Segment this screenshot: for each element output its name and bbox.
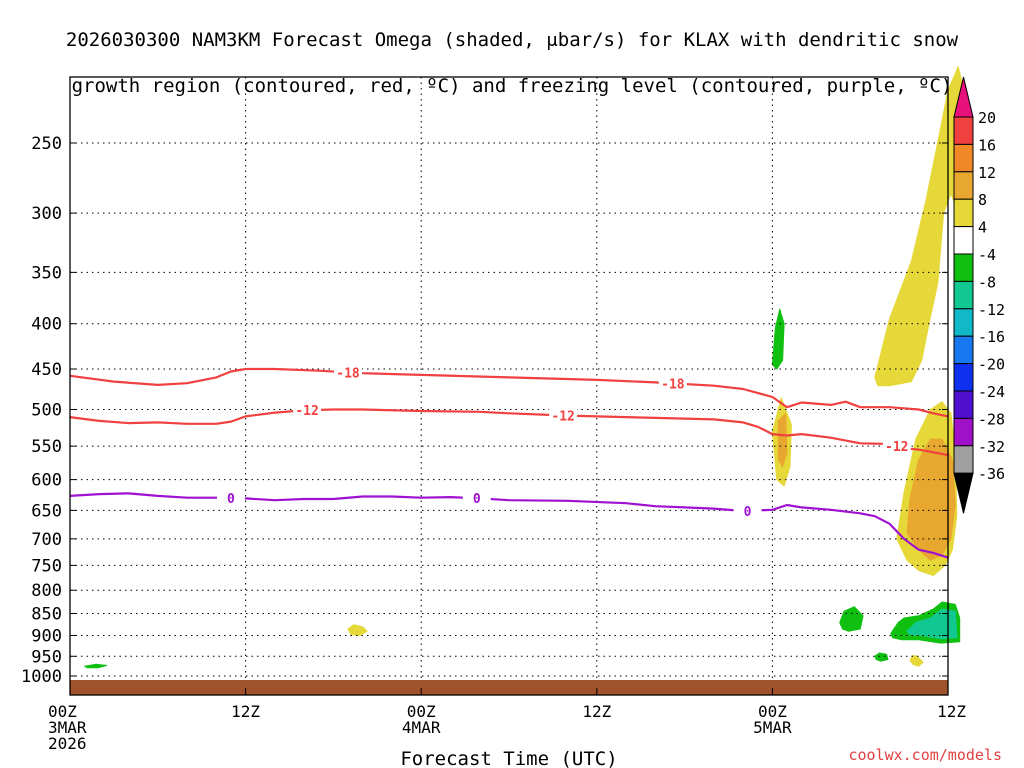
contour-label-bg [216,490,245,507]
contour-label--12-1: -12 [551,409,574,424]
ytick-label-250: 250 [31,134,62,154]
omega-region-6 [909,655,924,667]
colorbar-bin-1 [953,143,974,173]
omega-region-2 [777,412,788,468]
colorbar-bin-10 [953,390,974,419]
contour-label-0-1: 0 [473,492,481,507]
contour-label--18-0: -18 [336,366,360,381]
xtick-label-12-0: 12Z [231,702,260,721]
colorbar-label-12: -32 [978,438,1005,456]
xtick-label-0-2: 2026 [48,734,87,753]
xtick-label-48-1: 5MAR [753,718,792,737]
colorbar-bin-0 [953,116,974,145]
colorbar-label-4: 4 [978,219,987,237]
colorbar-bin-bottom [953,472,974,514]
ytick-label-450: 450 [31,360,62,380]
colorbar-bin-3 [953,198,974,228]
ytick-label-300: 300 [31,204,62,224]
colorbar-label-2: 12 [978,164,996,182]
contour-label-bg [334,364,363,381]
ytick-label-950: 950 [31,647,62,667]
ytick-label-650: 650 [31,501,62,521]
colorbar-bin-4 [953,226,974,255]
colorbar-bin-2 [953,171,974,200]
pressure-gridlines [69,77,949,695]
contour-label-0-2: 0 [744,505,752,520]
colorbar-label-6: -8 [978,273,996,291]
omega-region-0 [874,66,968,387]
colorbar-bin-12 [953,445,974,474]
omega-region-4 [906,438,956,561]
colorbar-bin-6 [953,280,974,310]
omega-region-12 [84,663,108,669]
contour-label--18-1: -18 [661,377,685,392]
contour-label-bg [293,402,322,419]
ytick-label-550: 550 [31,437,62,457]
xtick-label-0-0: 00Z [48,702,77,721]
colorbar-label-0: 20 [978,109,996,127]
contour-label-0-0: 0 [227,492,235,507]
colorbar-bin-11 [953,417,974,447]
contour-line-0 [69,492,949,559]
colorbar-bin-7 [953,308,974,337]
colorbar-label-7: -12 [978,301,1005,319]
colorbar-label-5: -4 [978,246,996,264]
ytick-label-600: 600 [31,471,62,491]
omega-region-7 [771,308,785,370]
contour-label-bg [462,490,491,507]
xtick-label-48-0: 00Z [758,702,787,721]
contour-label-bg [549,407,578,424]
colorbar-label-1: 16 [978,136,996,154]
ytick-label-500: 500 [31,401,62,421]
contour-label--12-0: -12 [295,404,318,419]
colorbar-label-9: -20 [978,356,1005,374]
xtick-label-24-1: 4MAR [402,718,441,737]
ytick-label-400: 400 [31,315,62,335]
contour-line--12 [69,408,949,457]
temperature-contours: -18 -18 -12 -12 -12 0 0 0 [69,364,949,559]
colorbar-label-3: 8 [978,191,987,209]
plot-frame [69,76,949,696]
colorbar-label-13: -36 [978,465,1005,483]
colorbar-bin-8 [953,335,974,365]
omega-shading [84,66,968,669]
contour-label-bg [882,438,911,455]
omega-colorbar: 20 16 12 8 4 -4 -8 -12 -16 -20 -24 -28 -32 -36 [953,76,1005,514]
contour-label-bg [658,375,687,392]
ground-surface [70,680,948,695]
pressure-axis: 2503003504004505005506006507007508008509… [21,134,948,687]
contour-line--18 [69,367,949,418]
omega-region-10 [906,608,958,640]
omega-region-8 [839,606,864,632]
title-line-2: growth region (contoured, red, ºC) and f… [71,75,953,97]
ytick-label-1000: 1000 [21,667,62,687]
ytick-label-350: 350 [31,263,62,283]
chart-title: 2026030300 NAM3KM Forecast Omega (shaded… [0,6,1024,121]
xtick-label-24-0: 00Z [407,702,436,721]
xtick-label-0-1: 3MAR [48,718,87,737]
xtick-label-60-0: 12Z [937,702,966,721]
xtick-label-36-0: 12Z [582,702,611,721]
title-line-1: 2026030300 NAM3KM Forecast Omega (shaded… [65,29,959,51]
colorbar-label-10: -24 [978,383,1005,401]
colorbar-bin-9 [953,363,974,392]
omega-region-11 [874,652,889,662]
omega-region-5 [347,624,368,636]
colorbar-bin-5 [953,253,974,282]
colorbar-label-11: -28 [978,410,1005,428]
colorbar-label-8: -16 [978,328,1005,346]
ytick-label-900: 900 [31,626,62,646]
contour-label-bg [733,502,762,519]
contour-label--12-2: -12 [885,440,908,455]
ytick-label-850: 850 [31,605,62,625]
x-axis-title: Forecast Time (UTC) [400,748,617,768]
ytick-label-700: 700 [31,530,62,550]
credit-text: coolwx.com/models [848,746,1002,764]
ytick-label-750: 750 [31,556,62,576]
ytick-label-800: 800 [31,581,62,601]
